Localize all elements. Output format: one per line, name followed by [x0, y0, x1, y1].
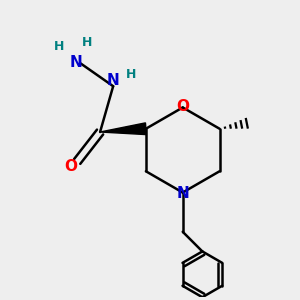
- Text: O: O: [64, 159, 77, 174]
- Text: N: N: [69, 55, 82, 70]
- Text: H: H: [126, 68, 136, 81]
- Text: N: N: [107, 73, 119, 88]
- Text: H: H: [54, 40, 64, 53]
- Polygon shape: [100, 123, 146, 135]
- Text: N: N: [176, 186, 189, 201]
- Text: H: H: [82, 35, 92, 49]
- Text: O: O: [176, 99, 189, 114]
